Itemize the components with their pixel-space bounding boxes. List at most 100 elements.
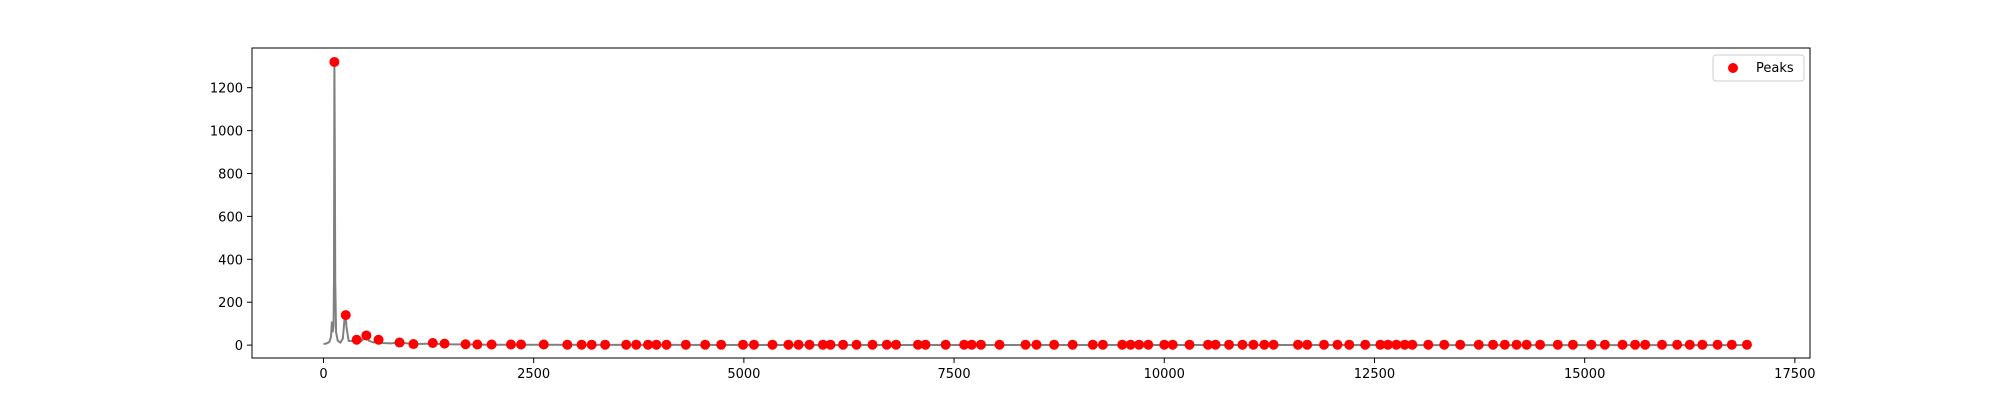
peak-marker <box>881 339 892 350</box>
peak-marker <box>351 334 362 345</box>
peak-marker <box>1167 339 1178 350</box>
peak-marker <box>716 339 727 350</box>
peak-marker <box>340 310 351 321</box>
peak-marker <box>959 339 970 350</box>
peak-marker <box>1630 339 1641 350</box>
legend-label-peaks: Peaks <box>1756 61 1794 76</box>
legend-marker-peaks <box>1728 63 1738 73</box>
peak-marker <box>994 339 1005 350</box>
peak-marker <box>851 339 862 350</box>
peak-marker <box>1511 339 1522 350</box>
peak-marker <box>1319 339 1330 350</box>
peak-marker <box>825 339 836 350</box>
peak-marker <box>1292 339 1303 350</box>
peak-marker <box>738 339 749 350</box>
peak-marker <box>966 339 977 350</box>
plot-area <box>323 56 1752 350</box>
peak-marker <box>1332 339 1343 350</box>
axes <box>251 47 1811 359</box>
peak-marker <box>1391 339 1402 350</box>
peak-marker <box>1202 339 1213 350</box>
peak-marker <box>1087 339 1098 350</box>
peak-marker <box>460 339 471 350</box>
x-tick-label: 2500 <box>517 367 550 382</box>
peak-marker <box>643 339 654 350</box>
peak-marker <box>1407 339 1418 350</box>
peak-marker <box>1210 339 1221 350</box>
peak-marker <box>1684 339 1695 350</box>
peak-marker <box>1237 339 1248 350</box>
x-tick-label: 5000 <box>727 367 760 382</box>
peak-marker <box>505 339 516 350</box>
peak-marker <box>661 339 672 350</box>
peak-marker <box>1617 339 1628 350</box>
peak-marker <box>1640 339 1651 350</box>
peak-marker <box>516 339 527 350</box>
peak-marker <box>1143 339 1154 350</box>
peak-marker <box>891 339 902 350</box>
peak-marker <box>1259 339 1270 350</box>
peak-marker <box>793 339 804 350</box>
x-tick-label: 15000 <box>1564 367 1605 382</box>
peak-marker <box>1248 339 1259 350</box>
peak-marker <box>1657 339 1668 350</box>
peak-marker <box>329 56 340 67</box>
peak-marker <box>1455 339 1466 350</box>
peak-marker <box>1268 339 1279 350</box>
peak-marker <box>1117 339 1128 350</box>
signal-line <box>323 61 1745 347</box>
peak-marker <box>586 339 597 350</box>
legend: Peaks <box>1712 54 1805 82</box>
peak-marker <box>1697 339 1708 350</box>
peak-marker <box>538 339 549 350</box>
peak-marker <box>1020 339 1031 350</box>
peak-marker <box>373 334 384 345</box>
peak-marker <box>783 339 794 350</box>
legend-box <box>1712 54 1805 82</box>
peak-marker <box>1159 339 1170 350</box>
peak-marker <box>439 338 450 349</box>
peak-marker <box>1134 339 1145 350</box>
peak-marker <box>1535 339 1546 350</box>
peak-marker <box>562 339 573 350</box>
peak-marker <box>680 339 691 350</box>
peak-marker <box>1672 339 1683 350</box>
peak-marker <box>472 339 483 350</box>
y-tick-label: 600 <box>218 210 243 225</box>
peak-marker <box>1423 339 1434 350</box>
peak-marker <box>1382 339 1393 350</box>
peak-marker <box>920 339 931 350</box>
peak-marker <box>600 339 611 350</box>
peak-marker <box>361 330 372 341</box>
peak-marker <box>1599 339 1610 350</box>
peak-marker <box>1344 339 1355 350</box>
peak-marker <box>1224 339 1235 350</box>
peak-marker <box>1375 339 1386 350</box>
peak-marker <box>1726 339 1737 350</box>
y-tick-label: 1000 <box>210 125 243 140</box>
plot-frame <box>251 47 1811 359</box>
peak-marker <box>1067 339 1078 350</box>
peak-marker <box>631 339 642 350</box>
peak-marker <box>1125 339 1136 350</box>
peak-marker <box>408 339 419 350</box>
x-tick-label: 7500 <box>938 367 971 382</box>
peak-marker <box>912 339 923 350</box>
peak-marker <box>1097 339 1108 350</box>
peak-marker <box>1586 339 1597 350</box>
peak-marker <box>1567 339 1578 350</box>
peak-marker <box>621 339 632 350</box>
peak-marker <box>1521 339 1532 350</box>
peak-marker <box>1552 339 1563 350</box>
peak-marker <box>700 339 711 350</box>
peak-marker <box>1184 339 1195 350</box>
y-tick-label: 1200 <box>210 82 243 97</box>
peak-marker <box>1712 339 1723 350</box>
ticks: 0 2500 5000 7500 10000 12500 15000 17500 0 200 400… <box>210 82 1816 382</box>
x-tick-label: 17500 <box>1774 367 1815 382</box>
y-tick-label: 400 <box>218 253 243 268</box>
y-tick-label: 800 <box>218 168 243 183</box>
peak-marker <box>838 339 849 350</box>
peak-marker <box>767 339 778 350</box>
